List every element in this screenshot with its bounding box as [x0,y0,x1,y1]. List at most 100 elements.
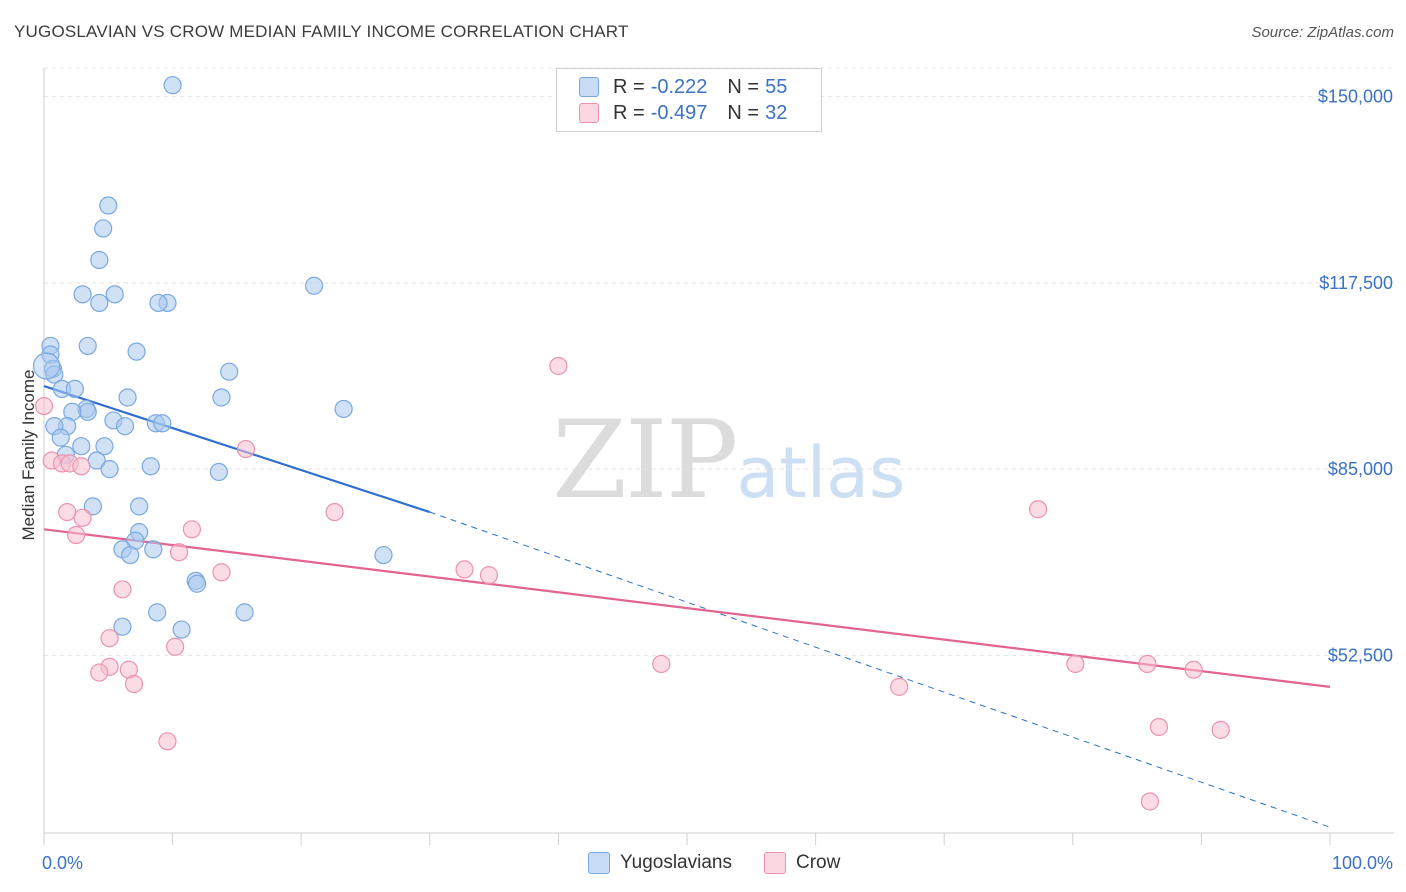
y-tick-label: $85,000 [1328,459,1393,479]
data-point [90,663,109,682]
legend-r-value: -0.222 [650,75,708,98]
axes [43,68,1394,845]
data-point [94,219,113,238]
data-point [144,540,163,559]
series-label-yugoslavians: Yugoslavians [620,852,732,873]
series-legend-yugoslavians: Yugoslavians [588,852,732,874]
y-tick-label: $52,500 [1328,645,1393,665]
watermark-zip: ZIP [552,398,738,523]
data-point [209,462,228,482]
data-point [153,414,172,433]
data-point [65,379,84,398]
data-point [1138,654,1157,674]
data-point [334,399,353,419]
data-point [100,629,119,648]
data-point [90,293,109,313]
data-point [72,437,91,456]
series-points-crow [34,356,1230,811]
data-point [67,525,86,545]
data-point [118,388,137,407]
data-point [187,574,207,593]
source-attribution: Source: ZipAtlas.com [1251,24,1394,41]
data-point [73,508,92,527]
x-tick-label: 0.0% [42,853,83,873]
data-point [72,457,91,476]
series-legend-crow: Crow [763,852,841,874]
y-tick-label: $117,500 [1319,273,1393,293]
data-point [479,566,499,585]
data-point [105,285,124,304]
data-point [130,497,149,516]
data-point [212,563,231,582]
data-point [121,545,140,565]
data-point [90,250,109,270]
trend-line-crow [43,528,1331,688]
data-point [304,276,324,295]
data-point [169,543,189,562]
series-swatch-yugoslavians [588,852,610,874]
data-point [124,674,144,694]
series-swatch-crow [763,852,786,874]
data-point [32,352,61,380]
gridlines [44,67,1394,656]
data-point [1066,654,1085,674]
legend-n-value: 32 [765,101,788,124]
watermark-atlas: atlas [736,432,906,514]
data-point [236,439,256,459]
data-point [374,545,393,565]
data-point [127,342,146,361]
legend-row-crow: R = -0.497 N = 32 [579,102,787,124]
data-point [113,617,132,636]
legend-n-value: 55 [765,75,788,98]
data-point [1140,792,1160,811]
data-point [212,388,231,407]
data-point [78,336,97,356]
legend-r-label: R = [613,101,645,124]
data-point [1184,660,1203,679]
data-point [34,396,54,416]
legend-r-value: -0.497 [650,101,708,124]
chart-title: YUGOSLAVIAN VS CROW MEDIAN FAMILY INCOME… [14,22,629,41]
legend-r-label: R = [613,75,645,98]
zipatlas-watermark: ZIPatlas [552,398,906,523]
y-tick-label: $150,000 [1318,87,1393,107]
legend-n-label: N = [727,75,760,98]
data-point [141,457,160,476]
trend-extension-yugoslavians [429,511,1331,828]
data-point [51,428,70,447]
series-legend: Yugoslavians Crow [588,852,872,874]
series-label-crow: Crow [795,852,841,873]
data-point [455,560,474,579]
data-point [158,732,177,751]
data-point [58,503,77,522]
data-point [220,362,239,381]
data-point [149,293,168,313]
data-point [113,580,132,599]
data-point [890,677,909,696]
data-point [172,620,191,639]
legend-n-label: N = [727,101,760,124]
data-point [549,356,568,376]
data-point [166,637,185,656]
data-point [73,285,92,304]
x-tick-label: 100.0% [1332,853,1393,873]
data-point [115,417,135,436]
data-point [325,503,344,522]
legend-swatch-crow [579,103,599,123]
data-point [100,460,119,479]
data-point [148,603,167,622]
data-point [235,603,254,622]
series-points-yugoslavians [41,76,393,639]
data-point [163,76,182,95]
data-point [1028,500,1048,519]
data-points [32,76,1230,811]
data-point [99,196,118,215]
axis-labels: $52,500 $85,000 $117,500 $150,000 0.0% 100.0%… [19,87,1393,873]
legend-row-yugoslavians: R = -0.222 N = 55 [579,76,787,98]
data-point [182,520,201,539]
data-point [1211,720,1230,739]
trend-lines [43,384,1331,828]
y-axis-label: Median Family Income [19,369,38,540]
data-point [83,497,102,516]
